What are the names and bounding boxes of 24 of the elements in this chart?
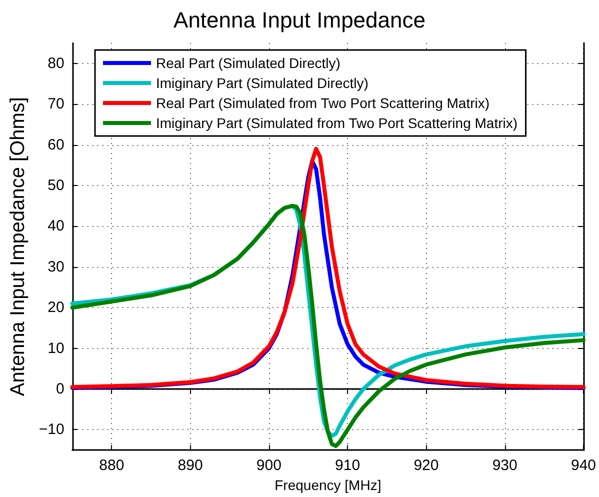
- y-tick-label: 60: [48, 136, 64, 154]
- y-tick-label: 30: [48, 258, 64, 276]
- y-tick-label: −10: [38, 421, 64, 438]
- y-tick-label: 80: [48, 54, 64, 72]
- y-tick-label: 10: [48, 340, 64, 357]
- x-tick-label: 900: [256, 457, 282, 474]
- x-axis-title: Frequency [MHz]: [274, 477, 382, 493]
- x-tick-label: 890: [178, 457, 203, 474]
- y-tick-label: 70: [48, 96, 64, 113]
- legend-label: Real Part (Simulated from Two Port Scattering Matrix): [156, 95, 490, 111]
- legend-label: Imiginary Part (Simulated Directly): [156, 75, 368, 91]
- y-tick-label: 20: [48, 299, 64, 316]
- x-tick-label: 910: [335, 457, 360, 474]
- chart-title: Antenna Input Impedance: [174, 8, 426, 32]
- y-tick-label: 50: [48, 176, 64, 194]
- x-tick-label: 920: [414, 457, 439, 474]
- y-tick-label: 0: [56, 380, 64, 398]
- x-tick-label: 930: [492, 457, 518, 474]
- legend-label: Imiginary Part (Simulated from Two Port Scattering Matrix): [156, 115, 518, 131]
- y-tick-label: 40: [48, 218, 64, 235]
- legend-label: Real Part (Simulated Directly): [156, 55, 340, 71]
- x-tick-label: 940: [570, 457, 596, 474]
- x-tick-label: 880: [99, 457, 124, 474]
- y-axis-title: Antenna Input Impedance [Ohms]: [7, 97, 29, 396]
